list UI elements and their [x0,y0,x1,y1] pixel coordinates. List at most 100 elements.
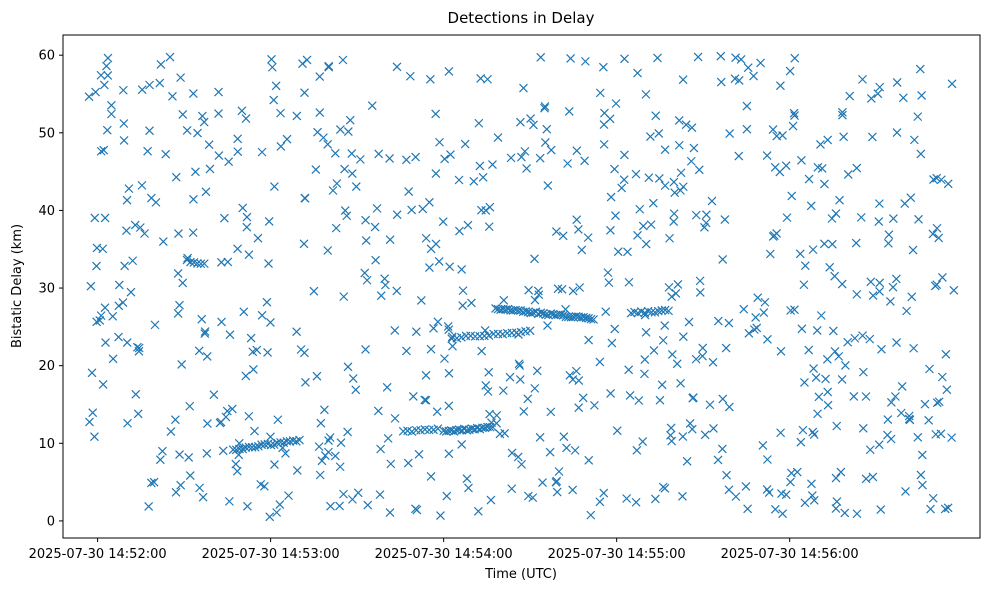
detection-marker [376,291,386,301]
detection-marker [262,297,272,307]
detection-marker [874,217,884,226]
detection-marker [317,456,327,466]
detection-marker [619,150,629,160]
detection-marker [348,374,358,383]
detection-marker [657,380,667,390]
detection-marker [688,393,698,402]
detection-marker [507,448,517,458]
detection-marker [185,401,195,411]
detection-marker [520,146,530,156]
detection-marker [925,364,934,374]
detection-marker [416,295,426,305]
detection-marker [326,501,335,511]
detection-marker [699,222,709,232]
detection-marker [143,146,153,156]
detection-marker [242,212,252,222]
detection-marker [589,400,599,410]
detection-marker [600,108,609,118]
detection-marker [840,508,850,518]
detection-marker [457,265,467,274]
detection-marker [353,488,363,498]
detection-marker [173,309,183,318]
detection-marker [339,489,348,499]
detection-marker [426,244,436,254]
detection-marker [376,444,386,454]
detection-marker [552,476,562,486]
detection-marker [717,444,727,454]
detection-marker [156,59,166,69]
detection-marker [530,295,540,305]
detection-marker [435,137,444,147]
detection-marker [599,488,609,498]
detection-marker [822,354,832,364]
detection-marker [568,375,578,384]
detection-marker [920,399,930,409]
detection-marker [244,411,254,421]
detection-marker [114,301,124,311]
detection-marker [392,286,402,296]
detection-marker [624,365,634,375]
detection-marker [570,445,580,455]
detection-marker [424,263,434,273]
detection-marker [92,317,102,327]
detection-marker [401,155,411,165]
detection-marker [91,87,101,97]
detection-marker [674,140,684,150]
detection-marker [202,419,212,428]
detection-marker [828,326,838,336]
detection-marker [175,300,184,310]
detection-marker [421,233,431,243]
detection-marker [814,392,824,402]
detection-marker [947,433,957,443]
detection-marker [776,346,786,356]
detection-marker [543,181,553,191]
detection-marker [888,214,898,223]
detection-marker [877,344,886,354]
detection-marker [800,498,810,508]
detection-marker [491,304,500,313]
detection-marker [546,309,556,318]
detection-marker [707,196,717,206]
detection-marker [578,393,588,403]
detection-marker [698,351,707,361]
detection-marker [411,425,421,435]
detection-marker [433,317,443,327]
detection-marker [546,407,556,417]
detection-marker [300,88,309,98]
detection-marker [521,306,531,316]
detection-marker [84,92,94,102]
detection-marker [934,397,944,407]
detection-marker [250,426,259,436]
detection-marker [607,338,617,348]
detection-marker [620,54,629,64]
detection-marker [347,149,357,159]
detection-marker [530,383,540,393]
detection-marker [885,296,895,306]
detection-marker [676,168,686,178]
detection-marker [503,304,513,314]
detection-marker [485,409,495,419]
detection-marker [319,133,328,143]
detection-marker [932,223,942,233]
detection-marker [540,103,549,113]
detection-marker [790,53,800,63]
detection-marker [731,53,741,63]
detection-marker [433,424,443,434]
detection-marker [762,151,772,160]
detection-marker [485,422,495,432]
detection-marker [195,483,205,493]
detection-marker [654,174,664,183]
detection-marker [533,286,543,296]
detection-marker [744,328,754,338]
detection-marker [275,500,285,510]
detection-marker [839,132,849,142]
plot-frame [62,34,981,539]
detection-marker [568,485,578,495]
detection-marker [182,125,192,135]
detection-marker [118,85,128,95]
detection-marker [718,394,728,404]
detection-marker [850,333,860,343]
detection-marker [557,284,567,294]
detection-marker [556,310,566,320]
detection-marker [742,101,752,111]
